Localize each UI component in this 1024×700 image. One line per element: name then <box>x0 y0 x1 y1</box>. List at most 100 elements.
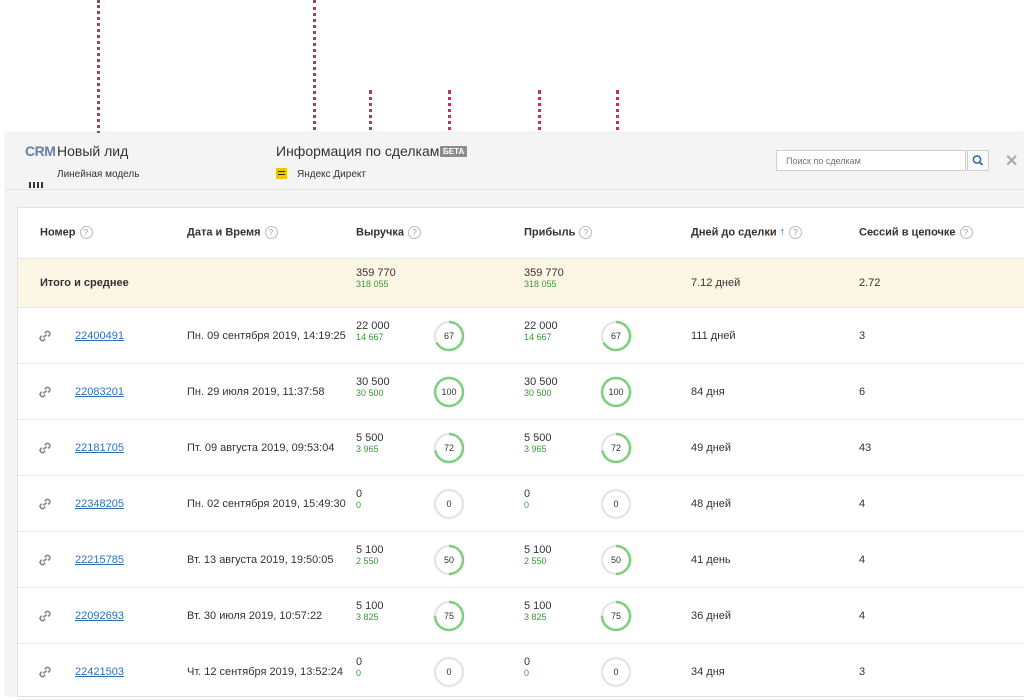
search-button[interactable] <box>967 150 989 171</box>
help-icon[interactable]: ? <box>264 226 278 239</box>
progress-ring: 75 <box>433 600 465 632</box>
deal-days: 49 дней <box>691 442 732 454</box>
deal-sessions: 4 <box>859 610 866 622</box>
deal-sessions: 3 <box>859 666 866 678</box>
help-icon[interactable]: ? <box>79 226 93 239</box>
deal-id-link[interactable]: 22348205 <box>75 498 124 510</box>
progress-ring: 0 <box>433 656 465 688</box>
table-row[interactable]: 22421503 Чт. 12 сентября 2019, 13:52:24 0 0… <box>18 644 1024 700</box>
traffic-source-label: Яндекс Директ <box>297 169 366 180</box>
search-input[interactable] <box>776 150 966 171</box>
deals-table: Номер? Дата и Время? Выручка? Прибыль? Д… <box>17 207 1024 700</box>
help-icon[interactable]: ? <box>579 226 593 239</box>
progress-ring: 72 <box>600 432 632 464</box>
help-icon[interactable]: ? <box>959 226 973 239</box>
totals-sessions: 2.72 <box>859 277 881 289</box>
column-header-datetime[interactable]: Дата и Время? <box>187 226 278 239</box>
deal-days: 34 дня <box>691 666 725 678</box>
deal-profit: 5 500 3 965 <box>524 432 552 454</box>
deal-id-link[interactable]: 22421503 <box>75 666 124 678</box>
link-icon[interactable] <box>38 329 52 348</box>
progress-ring: 0 <box>433 488 465 520</box>
progress-ring: 67 <box>433 320 465 352</box>
deal-profit: 5 100 2 550 <box>524 544 552 566</box>
deal-datetime: Пт. 09 августа 2019, 09:53:04 <box>187 442 335 454</box>
table-row[interactable]: 22083201 Пн. 29 июля 2019, 11:37:58 30 500… <box>18 364 1024 420</box>
beta-badge: БЕТА <box>440 146 468 157</box>
deal-revenue: 5 100 3 825 <box>356 600 384 622</box>
deal-id-link[interactable]: 22215785 <box>75 554 124 566</box>
progress-ring: 100 <box>600 376 632 408</box>
column-header-revenue[interactable]: Выручка? <box>356 226 422 239</box>
link-icon[interactable] <box>38 609 52 628</box>
deal-id-link[interactable]: 22181705 <box>75 442 124 454</box>
table-row[interactable]: 22092693 Вт. 30 июля 2019, 10:57:22 5 100 3… <box>18 588 1024 644</box>
deal-id-link[interactable]: 22092693 <box>75 610 124 622</box>
deal-datetime: Вт. 13 августа 2019, 19:50:05 <box>187 554 334 566</box>
deal-sessions: 3 <box>859 330 866 342</box>
deal-datetime: Пн. 29 июля 2019, 11:37:58 <box>187 386 325 398</box>
deal-sessions: 4 <box>859 554 866 566</box>
progress-ring: 75 <box>600 600 632 632</box>
deal-days: 84 дня <box>691 386 725 398</box>
close-button[interactable]: ✕ <box>1005 153 1019 170</box>
deal-profit: 5 100 3 825 <box>524 600 552 622</box>
link-icon[interactable] <box>38 385 52 404</box>
deal-days: 41 день <box>691 554 731 566</box>
yandex-direct-icon <box>276 168 287 179</box>
progress-ring: 67 <box>600 320 632 352</box>
progress-ring: 100 <box>433 376 465 408</box>
column-header-profit[interactable]: Прибыль? <box>524 226 593 239</box>
progress-ring: 50 <box>433 544 465 576</box>
crm-logo: CRM <box>25 143 56 159</box>
table-row[interactable]: 22348205 Пн. 02 сентября 2019, 15:49:30 0 0… <box>18 476 1024 532</box>
panel-header: CRM Новый лид Линейная модель Информация… <box>6 133 1024 190</box>
totals-label: Итого и среднее <box>40 277 129 289</box>
deal-days: 36 дней <box>691 610 732 622</box>
help-icon[interactable]: ? <box>408 226 422 239</box>
link-icon[interactable] <box>38 665 52 684</box>
attribution-model-label: Линейная модель <box>57 169 140 180</box>
deal-revenue: 5 500 3 965 <box>356 432 384 454</box>
deal-panel: CRM Новый лид Линейная модель Информация… <box>6 133 1024 700</box>
annotation-arrow <box>309 0 319 163</box>
link-icon[interactable] <box>38 497 52 516</box>
link-icon[interactable] <box>38 553 52 572</box>
column-header-days[interactable]: Дней до сделки ↑? <box>691 226 803 239</box>
deal-revenue: 5 100 2 550 <box>356 544 384 566</box>
column-header-number[interactable]: Номер? <box>40 226 93 239</box>
table-row[interactable]: 22215785 Вт. 13 августа 2019, 19:50:05 5 1… <box>18 532 1024 588</box>
deal-profit: 30 500 30 500 <box>524 376 558 398</box>
deal-days: 48 дней <box>691 498 732 510</box>
totals-days: 7.12 дней <box>691 277 741 289</box>
deal-revenue: 22 000 14 667 <box>356 320 390 342</box>
deal-datetime: Вт. 30 июля 2019, 10:57:22 <box>187 610 323 622</box>
deal-sessions: 6 <box>859 386 866 398</box>
table-header: Номер? Дата и Время? Выручка? Прибыль? Д… <box>18 208 1024 259</box>
column-header-sessions[interactable]: Сессий в цепочке? <box>859 226 973 239</box>
deals-title: Информация по сделкам <box>276 143 440 159</box>
deal-id-link[interactable]: 22400491 <box>75 330 124 342</box>
deal-datetime: Пн. 09 сентября 2019, 14:19:25 <box>187 330 346 342</box>
bars-icon <box>29 175 43 193</box>
search-icon <box>972 155 984 166</box>
lead-title: Новый лид <box>57 143 129 159</box>
progress-ring: 0 <box>600 656 632 688</box>
table-row[interactable]: 22181705 Пт. 09 августа 2019, 09:53:04 5 5… <box>18 420 1024 476</box>
deal-profit: 22 000 14 667 <box>524 320 558 342</box>
deal-id-link[interactable]: 22083201 <box>75 386 124 398</box>
deal-datetime: Пн. 02 сентября 2019, 15:49:30 <box>187 498 346 510</box>
progress-ring: 72 <box>433 432 465 464</box>
deal-sessions: 43 <box>859 442 872 454</box>
help-icon[interactable]: ? <box>789 226 803 239</box>
deal-days: 111 дней <box>691 330 736 342</box>
sort-ascending-icon: ↑ <box>779 226 786 239</box>
link-icon[interactable] <box>38 441 52 460</box>
progress-ring: 0 <box>600 488 632 520</box>
table-row[interactable]: 22400491 Пн. 09 сентября 2019, 14:19:25 22… <box>18 308 1024 364</box>
totals-profit: 359 770 318 055 <box>524 267 564 289</box>
